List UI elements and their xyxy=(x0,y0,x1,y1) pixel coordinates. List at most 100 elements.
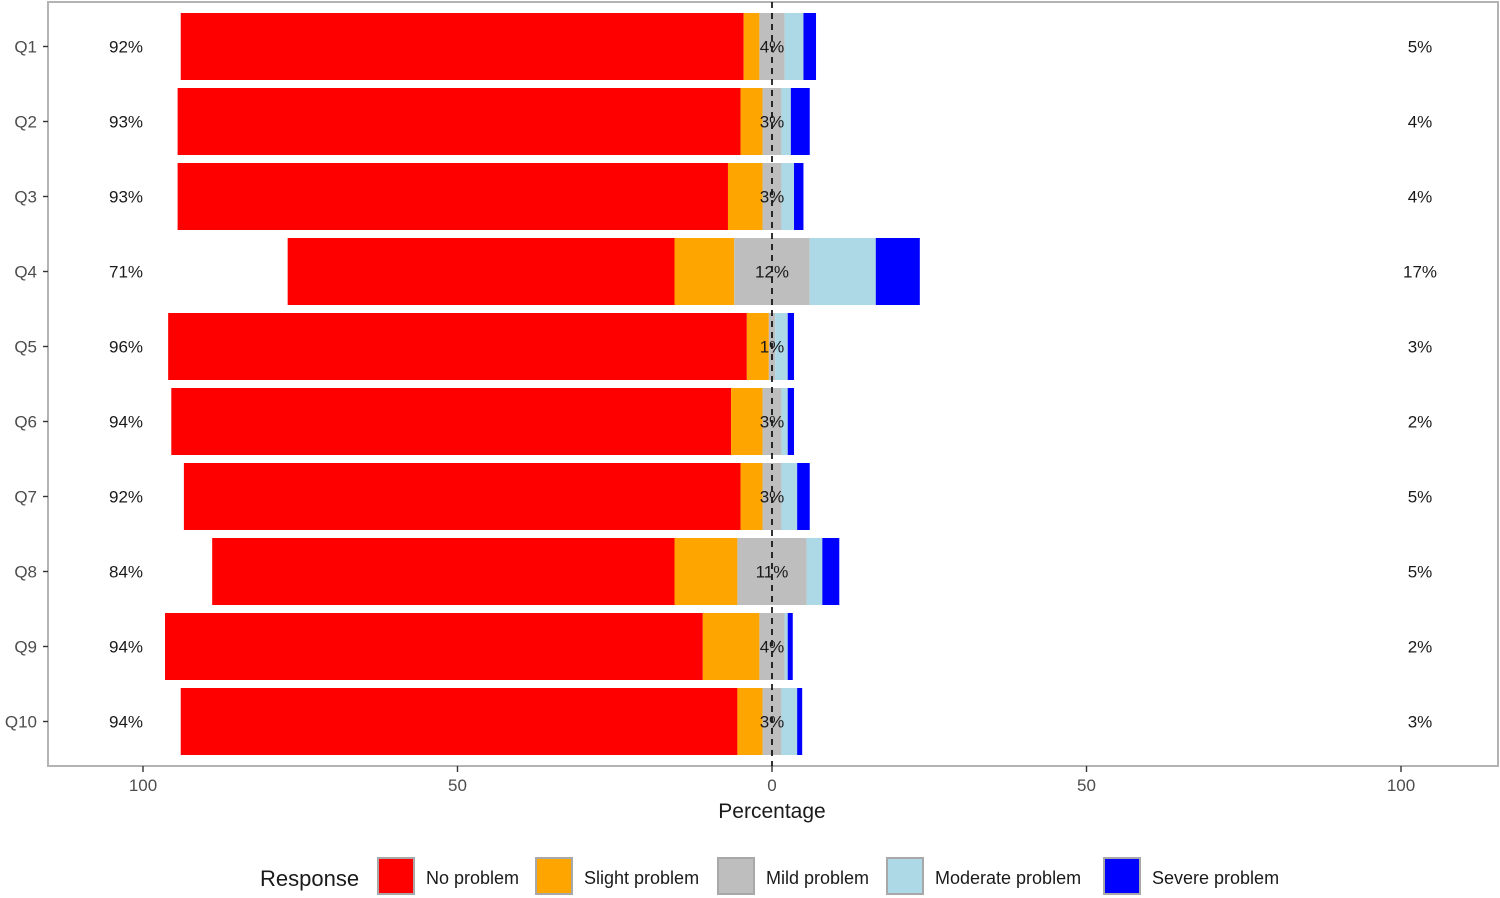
data-labels: 92% 4% 5% 93% 3% 4% 93% 3% 4% 71% 12% 17% 96% 1% 3% 94%… xyxy=(109,38,1437,732)
bar-q2-no-problem xyxy=(177,88,741,155)
bar-q1-slight-problem xyxy=(743,13,760,80)
center-pct-label: 3% xyxy=(760,713,785,732)
bar-q4-severe-problem xyxy=(875,238,920,305)
legend-key-severe-problem xyxy=(1103,857,1141,895)
legend-title: Response xyxy=(260,866,359,891)
left-pct-label: 94% xyxy=(109,413,143,432)
legend-label-slight-problem: Slight problem xyxy=(584,868,699,888)
y-tick-label: Q1 xyxy=(14,38,37,57)
legend-label-mild-problem: Mild problem xyxy=(766,868,869,888)
bar-q8-moderate-problem xyxy=(806,538,823,605)
bar-q10-no-problem xyxy=(180,688,738,755)
legend-key-no-problem xyxy=(377,857,415,895)
right-pct-label: 5% xyxy=(1408,563,1433,582)
center-pct-label: 4% xyxy=(760,638,785,657)
legend-label-moderate-problem: Moderate problem xyxy=(935,868,1081,888)
bar-q1-moderate-problem xyxy=(784,13,804,80)
center-pct-label: 4% xyxy=(760,38,785,57)
left-pct-label: 71% xyxy=(109,263,143,282)
left-pct-label: 94% xyxy=(109,638,143,657)
bar-q2-slight-problem xyxy=(740,88,763,155)
plot-area xyxy=(47,1,1499,767)
left-pct-label: 84% xyxy=(109,563,143,582)
bar-q7-no-problem xyxy=(183,463,741,530)
center-pct-label: 11% xyxy=(756,563,789,582)
legend-label-no-problem: No problem xyxy=(426,868,519,888)
bar-q7-slight-problem xyxy=(740,463,763,530)
y-tick-label: Q8 xyxy=(14,563,37,582)
right-pct-label: 2% xyxy=(1408,638,1433,657)
bar-q9-severe-problem xyxy=(787,613,793,680)
left-pct-label: 93% xyxy=(109,113,143,132)
right-pct-label: 17% xyxy=(1403,263,1437,282)
y-tick-label: Q7 xyxy=(14,488,37,507)
left-pct-label: 94% xyxy=(109,713,143,732)
bar-q8-severe-problem xyxy=(822,538,840,605)
bar-q9-mild-problem xyxy=(759,613,785,680)
bar-q2-mild-problem xyxy=(762,88,782,155)
center-pct-label: 3% xyxy=(760,188,785,207)
legend-label-severe-problem: Severe problem xyxy=(1152,868,1279,888)
bar-q3-moderate-problem xyxy=(781,163,795,230)
left-pct-label: 96% xyxy=(109,338,143,357)
bar-q6-slight-problem xyxy=(731,388,763,455)
bar-q6-moderate-problem xyxy=(781,388,788,455)
bar-q3-severe-problem xyxy=(794,163,804,230)
bar-q6-no-problem xyxy=(171,388,732,455)
bar-q4-moderate-problem xyxy=(809,238,876,305)
bar-q1-severe-problem xyxy=(803,13,817,80)
bar-q4-slight-problem xyxy=(674,238,735,305)
bar-q2-moderate-problem xyxy=(781,88,791,155)
right-pct-label: 3% xyxy=(1408,338,1433,357)
x-axis-title: Percentage xyxy=(718,800,825,823)
bar-q7-mild-problem xyxy=(762,463,782,530)
right-pct-label: 5% xyxy=(1408,38,1433,57)
bar-q1-no-problem xyxy=(180,13,744,80)
legend-key-slight-problem xyxy=(535,857,573,895)
y-tick-label: Q3 xyxy=(14,188,37,207)
bar-q8-no-problem xyxy=(212,538,675,605)
bar-q7-moderate-problem xyxy=(781,463,798,530)
bar-q9-no-problem xyxy=(165,613,703,680)
center-pct-label: 3% xyxy=(760,413,785,432)
bar-q7-severe-problem xyxy=(797,463,810,530)
x-tick-label: 50 xyxy=(1077,776,1096,795)
y-tick-label: Q10 xyxy=(5,713,37,732)
x-tick-label: 100 xyxy=(1387,776,1415,795)
legend-key-mild-problem xyxy=(717,857,755,895)
bar-q10-moderate-problem xyxy=(781,688,798,755)
bar-q9-slight-problem xyxy=(702,613,760,680)
y-tick-label: Q5 xyxy=(14,338,37,357)
left-pct-label: 92% xyxy=(109,488,143,507)
right-pct-label: 4% xyxy=(1408,188,1433,207)
center-pct-label: 3% xyxy=(760,488,785,507)
x-axis: 100 50 0 50 100 xyxy=(129,766,1415,795)
bar-q3-slight-problem xyxy=(727,163,763,230)
x-tick-label: 0 xyxy=(767,776,776,795)
left-pct-label: 92% xyxy=(109,38,143,57)
bar-q5-severe-problem xyxy=(787,313,795,380)
bar-q5-no-problem xyxy=(168,313,747,380)
panel-border xyxy=(47,1,1499,767)
legend-key-moderate-problem xyxy=(886,857,924,895)
bars xyxy=(165,2,920,766)
center-pct-label: 3% xyxy=(760,113,785,132)
bar-q10-slight-problem xyxy=(737,688,763,755)
y-tick-label: Q4 xyxy=(14,263,37,282)
right-pct-label: 4% xyxy=(1408,113,1433,132)
bar-q10-severe-problem xyxy=(797,688,803,755)
right-pct-label: 3% xyxy=(1408,713,1433,732)
bar-q5-moderate-problem xyxy=(775,313,788,380)
bar-q3-mild-problem xyxy=(762,163,782,230)
legend: Response No problem Slight problem Mild pro… xyxy=(260,857,1279,895)
bar-q2-severe-problem xyxy=(790,88,810,155)
y-tick-label: Q2 xyxy=(14,113,37,132)
bar-q8-slight-problem xyxy=(674,538,738,605)
right-pct-label: 5% xyxy=(1408,488,1433,507)
bar-q5-slight-problem xyxy=(746,313,769,380)
x-tick-label: 100 xyxy=(129,776,157,795)
x-tick-label: 50 xyxy=(448,776,467,795)
center-pct-label: 12% xyxy=(755,263,789,282)
right-pct-label: 2% xyxy=(1408,413,1433,432)
